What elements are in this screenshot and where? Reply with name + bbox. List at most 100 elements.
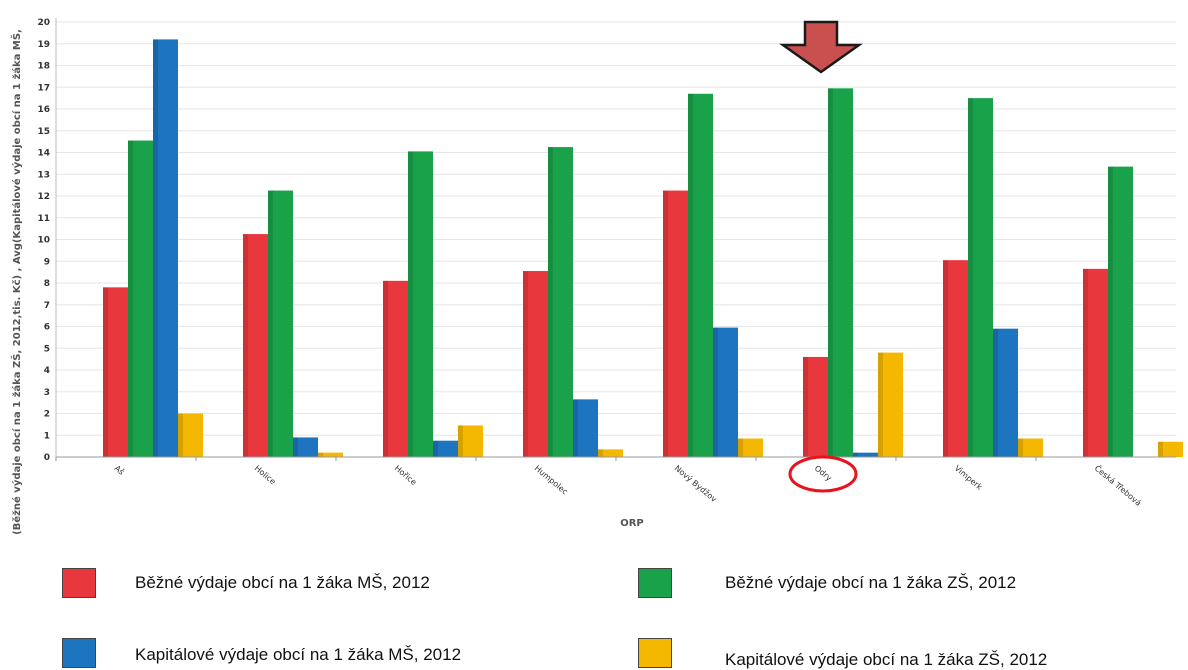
bar-shade [688,93,693,458]
bar [713,327,738,457]
bar-shade [853,452,858,457]
y-tick-label: 10 [37,236,50,246]
y-tick-label: 6 [44,323,50,333]
bar [103,287,128,457]
bar [243,234,268,457]
bars [103,39,1183,458]
bar-shade [458,425,463,457]
x-tick-label: Hořice [393,464,419,487]
bar [598,449,623,457]
bar-shade [548,147,553,457]
legend-swatch-1 [638,568,672,598]
bar [688,93,713,458]
bar [408,151,433,457]
legend-label-0: Běžné výdaje obcí na 1 žáka MŠ, 2012 [135,573,430,592]
bar-shade [713,327,718,457]
bar-shade [598,449,603,457]
bar [293,437,318,457]
bar [1018,438,1043,457]
bar-shade [1018,438,1023,457]
y-tick-label: 15 [37,127,50,137]
y-tick-label: 7 [44,301,50,311]
legend-swatch-2 [62,638,96,668]
x-tick-label: Česká Třebová [1093,462,1145,508]
x-axis-ticks: Aš Holice Hořice Humpolec Nový Bydžov Odry Vim… [55,457,1145,508]
y-tick-label: 8 [44,279,50,289]
bar [458,425,483,457]
bar-shade [243,234,248,457]
bar [853,452,878,457]
legend-swatch-3 [638,638,672,668]
bar-shade [968,98,973,457]
y-axis-title: (Běžné výdaje obcí na 1 žáka ZŠ, 2012,ti… [10,29,23,535]
bar-shade [268,190,273,457]
x-tick-label: Vimperk [953,464,985,492]
y-tick-label: 13 [37,170,50,180]
bar-shade [878,352,883,457]
bar-shade [993,328,998,457]
legend-label-3: Kapitálové výdaje obcí na 1 žáka ZŠ, 201… [725,650,1048,669]
y-tick-label: 1 [44,431,50,441]
bar [548,147,573,457]
bar [153,39,178,458]
legend-label-1: Běžné výdaje obcí na 1 žáka ZŠ, 2012 [725,573,1017,592]
y-tick-label: 3 [44,388,50,398]
bar [128,140,153,457]
bar [663,190,688,457]
x-tick-label: Humpolec [533,464,570,497]
y-tick-label: 14 [37,149,50,159]
bar-shade [1083,268,1088,457]
bar [803,356,828,457]
bar [828,88,853,458]
x-tick-label: Aš [113,463,127,477]
x-tick-label: Holice [253,464,278,487]
legend-swatch-0 [62,568,96,598]
bar-shade [1108,166,1113,457]
y-tick-label: 2 [44,410,50,420]
bar-shade [1158,441,1163,457]
bar-shade [103,287,108,457]
bar-shade [178,413,183,457]
bar-shade [663,190,668,457]
bar-shade [943,260,948,457]
bar-shade [128,140,133,457]
bar-shade [153,39,158,458]
bar-shade [523,271,528,457]
y-tick-label: 18 [37,62,50,72]
bar [268,190,293,457]
legend-label-2: Kapitálové výdaje obcí na 1 žáka MŠ, 201… [135,645,462,664]
y-tick-label: 5 [44,344,50,354]
bar [433,440,458,457]
y-tick-label: 19 [37,40,50,50]
y-tick-label: 9 [44,257,50,267]
bar [878,352,903,457]
x-tick-label: Odry [813,464,834,484]
bar-shade [803,356,808,457]
x-tick-label: Nový Bydžov [673,464,719,505]
highlight-arrow [779,20,863,74]
bar [738,438,763,457]
bar-shade [318,452,323,457]
y-tick-label: 11 [37,214,50,224]
bar [968,98,993,457]
y-tick-label: 17 [37,83,50,93]
bar [1083,268,1108,457]
bar [383,280,408,457]
y-tick-label: 0 [44,453,50,463]
bar [943,260,968,457]
bar [318,452,343,457]
x-axis-title: ORP [620,518,644,529]
y-tick-label: 4 [44,366,50,376]
bar [523,271,548,457]
y-tick-label: 20 [37,18,50,28]
bar [993,328,1018,457]
highlight-circle [788,455,858,493]
bar [1108,166,1133,457]
bar-shade [738,438,743,457]
bar-shade [293,437,298,457]
bar [178,413,203,457]
bar-shade [408,151,413,457]
bar [573,399,598,457]
